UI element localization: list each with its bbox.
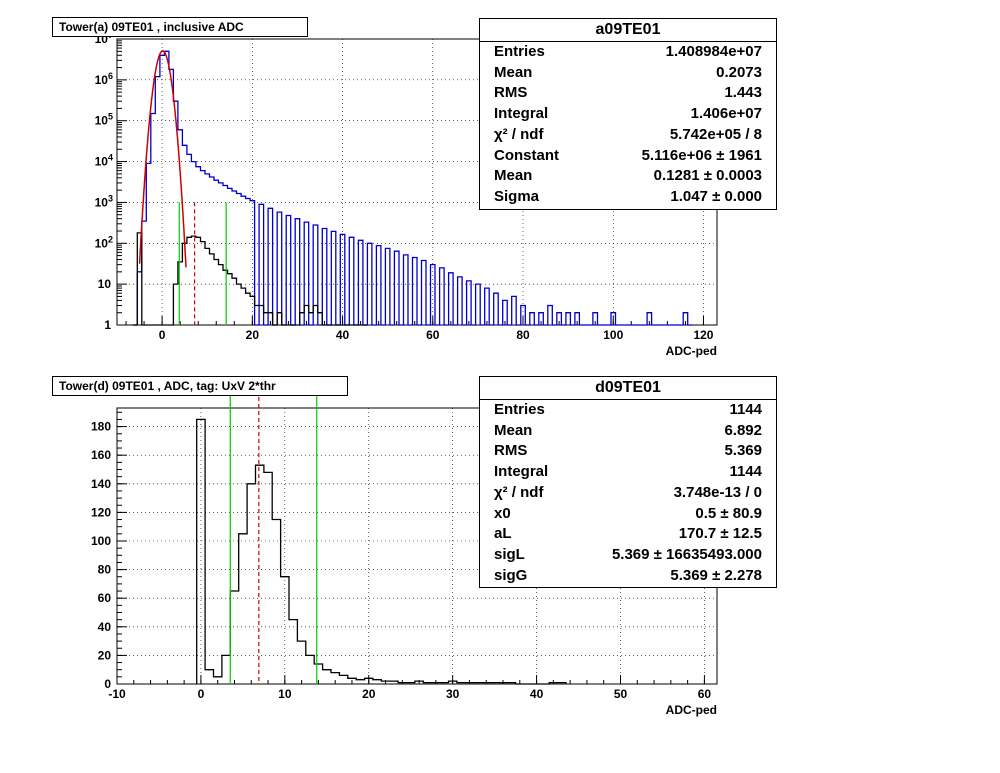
stat-label: x0 (494, 504, 511, 522)
x-tick-label: 50 (614, 687, 628, 701)
stat-value: 5.116e+06 ± 1961 (641, 146, 762, 164)
stat-label: Sigma (494, 187, 540, 205)
y-tick-label: 140 (91, 477, 111, 491)
stat-label: Entries (494, 401, 545, 418)
stat-label: Mean (494, 421, 533, 439)
gaussian-fit-curve (138, 50, 187, 268)
top-stat-row: RMS 1.443 (480, 83, 776, 104)
bottom-stats-title: d09TE01 (480, 377, 776, 400)
stat-value: 5.369 (724, 442, 762, 460)
bottom-stat-row: Integral 1144 (480, 462, 776, 483)
stat-label: Mean (494, 63, 533, 81)
x-tick-label: 80 (516, 328, 530, 342)
x-tick-label: 120 (693, 328, 713, 342)
stat-value: 0.2073 (716, 63, 762, 81)
stat-value: 5.369 ± 2.278 (670, 566, 762, 584)
x-tick-label: 100 (603, 328, 623, 342)
stat-label: sigL (494, 545, 525, 563)
top-stat-row: Mean 0.1281 ± 0.0003 (480, 166, 776, 187)
bottom-histogram-title: Tower(d) 09TE01 , ADC, tag: UxV 2*thr (52, 376, 348, 396)
top-stat-row: Integral 1.406e+07 (480, 104, 776, 125)
y-tick-label: 120 (91, 505, 111, 519)
stat-label: sigG (494, 566, 528, 584)
histogram-series (132, 50, 693, 326)
stat-value: 6.892 (724, 421, 762, 439)
x-tick-label: 60 (426, 328, 440, 342)
bottom-stat-row: sigG 5.369 ± 2.278 (480, 566, 776, 587)
top-stat-row: Constant 5.116e+06 ± 1961 (480, 146, 776, 167)
stat-label: χ² / ndf (494, 125, 544, 143)
stat-value: 5.369 ± 16635493.000 (611, 545, 762, 563)
stat-value: 5.742e+05 / 8 (669, 125, 762, 143)
bottom-stats-box: d09TE01 Entries 1144 Mean 6.892 RMS 5.369 Inte… (479, 376, 777, 588)
top-stat-row: Entries 1.408984e+07 (480, 42, 776, 63)
x-tick-label: 40 (530, 687, 544, 701)
x-axis-label: ADC-ped (666, 344, 717, 358)
y-tick-label: 106 (95, 71, 113, 87)
stat-value: 1.443 (724, 84, 762, 102)
x-tick-label: 40 (336, 328, 350, 342)
y-tick-label: 20 (98, 648, 112, 662)
stat-value: 1.406e+07 (690, 105, 762, 123)
stat-label: Integral (494, 105, 549, 123)
y-tick-label: 160 (91, 448, 111, 462)
x-tick-label: 60 (698, 687, 712, 701)
stat-label: Entries (494, 43, 545, 60)
y-tick-label: 103 (95, 193, 113, 209)
top-histogram-title: Tower(a) 09TE01 , inclusive ADC (52, 17, 308, 37)
top-histogram: 020406080100120110102103104105106107ADC-… (95, 30, 718, 358)
stat-value: 1144 (729, 463, 762, 481)
stat-value: 0.5 ± 80.9 (695, 504, 762, 522)
bottom-stat-row: Mean 6.892 (480, 421, 776, 442)
x-tick-label: 10 (278, 687, 292, 701)
bottom-stat-row: Entries 1144 (480, 400, 776, 421)
top-stat-row: Mean 0.2073 (480, 63, 776, 84)
top-stats-box: a09TE01 Entries 1.408984e+07 Mean 0.2073 RMS… (479, 18, 777, 210)
stat-value: 1.408984e+07 (665, 43, 762, 60)
bottom-stat-row: x0 0.5 ± 80.9 (480, 504, 776, 525)
y-tick-label: 105 (95, 112, 113, 128)
stat-label: Constant (494, 146, 559, 164)
y-tick-label: 10 (98, 277, 112, 291)
stat-value: 1.047 ± 0.000 (670, 187, 762, 205)
y-tick-label: 102 (95, 234, 113, 250)
y-tick-label: 100 (91, 534, 111, 548)
bottom-stat-row: aL 170.7 ± 12.5 (480, 524, 776, 545)
stat-value: 1144 (729, 401, 762, 418)
x-tick-label: 0 (159, 328, 166, 342)
y-tick-label: 40 (98, 620, 112, 634)
x-tick-label: 20 (246, 328, 260, 342)
y-tick-label: 0 (104, 677, 111, 691)
x-axis-label: ADC-ped (666, 703, 717, 717)
bottom-histogram: -10 0 10 20 30 40 50 60020406080100120140160180… (91, 390, 718, 717)
histogram-series (196, 418, 567, 685)
bottom-stat-row: sigL 5.369 ± 16635493.000 (480, 545, 776, 566)
bottom-stat-row: χ² / ndf 3.748e-13 / 0 (480, 483, 776, 504)
x-tick-label: -10 (108, 687, 126, 701)
top-stat-row: χ² / ndf 5.742e+05 / 8 (480, 125, 776, 146)
stat-value: 3.748e-13 / 0 (673, 483, 762, 501)
bottom-stat-row: RMS 5.369 (480, 441, 776, 462)
y-tick-label: 80 (98, 563, 112, 577)
stat-label: χ² / ndf (494, 483, 544, 501)
top-stat-row: Sigma 1.047 ± 0.000 (480, 187, 776, 208)
stat-value: 170.7 ± 12.5 (678, 525, 762, 543)
y-tick-label: 104 (95, 153, 113, 169)
stat-label: aL (494, 525, 512, 543)
y-tick-label: 60 (98, 591, 112, 605)
top-stats-title: a09TE01 (480, 19, 776, 42)
stat-label: Mean (494, 167, 533, 185)
x-tick-label: 20 (362, 687, 376, 701)
x-tick-label: 0 (198, 687, 205, 701)
stat-label: Integral (494, 463, 549, 481)
stat-label: RMS (494, 84, 528, 102)
stat-label: RMS (494, 442, 528, 460)
histogram-series (132, 232, 368, 326)
y-tick-label: 180 (91, 420, 111, 434)
y-tick-label: 1 (104, 318, 111, 332)
x-tick-label: 30 (446, 687, 460, 701)
stat-value: 0.1281 ± 0.0003 (653, 167, 762, 185)
